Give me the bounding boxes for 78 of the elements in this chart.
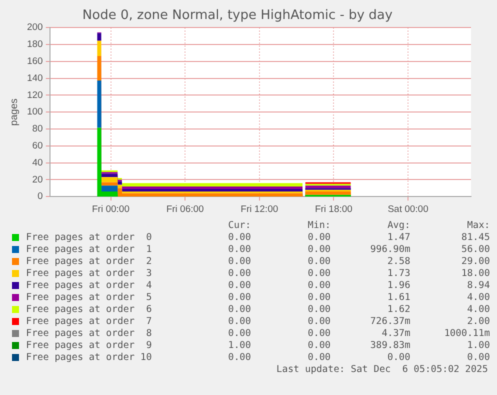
- y-tick-label: 20: [32, 174, 43, 186]
- text: 0.00: [306, 328, 331, 340]
- y-tick-label: 100: [26, 106, 43, 118]
- text: 0.00: [306, 244, 331, 256]
- legend-label: Free pages at order 6: [26, 304, 153, 316]
- text: 1.96: [386, 280, 410, 292]
- legend-label: Free pages at order 1: [26, 244, 153, 256]
- x-tick-label: Fri 00:00: [92, 204, 130, 215]
- text: 0.00: [227, 328, 251, 340]
- text: 1000.11m: [443, 328, 490, 340]
- legend-label: Free pages at order 8: [26, 328, 153, 340]
- text: 726.37m: [369, 316, 410, 328]
- y-tick-label: 140: [26, 72, 43, 84]
- text: 0.00: [306, 340, 331, 352]
- text: 0.00: [306, 292, 331, 304]
- text: 0.00: [227, 280, 251, 292]
- text: 81.45: [460, 232, 490, 244]
- legend-label: Free pages at order 2: [26, 256, 153, 268]
- text: 56.00: [460, 244, 490, 256]
- text: 4.00: [466, 292, 490, 304]
- y-axis-title: pages: [8, 98, 20, 126]
- text: Min:: [306, 220, 331, 232]
- text: 389.83m: [369, 340, 410, 352]
- text: Last update: Sat Dec 6 05:05:02 2025: [275, 364, 489, 375]
- x-tick-label: Fri 12:00: [240, 204, 278, 215]
- text: 0.00: [306, 256, 331, 268]
- y-tick-label: 40: [32, 157, 43, 168]
- text: 0.00: [386, 352, 410, 364]
- text: 4.37m: [380, 328, 410, 340]
- text: 0.00: [227, 316, 251, 328]
- text: 1.62: [386, 304, 410, 316]
- text: 1.00: [466, 340, 490, 352]
- x-tick-label: Sat 00:00: [388, 204, 428, 215]
- legend-label: Free pages at order 9: [26, 340, 153, 352]
- text: 0.00: [227, 352, 251, 364]
- x-tick-label: Fri 06:00: [166, 204, 204, 215]
- text: Cur:: [227, 220, 251, 232]
- y-tick-label: 0: [38, 191, 43, 202]
- text: 1.61: [386, 292, 410, 304]
- text: Max:: [466, 220, 490, 232]
- text: 0.00: [227, 292, 251, 304]
- text: 0.00: [227, 244, 251, 256]
- text: 996.90m: [369, 244, 410, 256]
- text: 0.00: [227, 256, 251, 268]
- text: 0.00: [227, 268, 251, 280]
- text: 0.00: [306, 304, 331, 316]
- chart-title: Node 0, zone Normal, type HighAtomic - by day: [82, 8, 393, 24]
- text: 0.00: [306, 232, 331, 244]
- y-tick-label: 160: [26, 56, 43, 68]
- text: Avg:: [386, 220, 410, 232]
- text: 0.00: [227, 304, 251, 316]
- text: 0.00: [227, 232, 251, 244]
- text: 2.58: [386, 256, 410, 268]
- legend-label: Free pages at order 4: [26, 280, 153, 292]
- x-tick-label: Fri 18:00: [314, 204, 352, 215]
- y-tick-label: 200: [26, 22, 43, 34]
- y-tick-label: 120: [26, 90, 43, 101]
- legend-label: Free pages at order 10: [26, 352, 153, 364]
- y-tick-label: 180: [26, 39, 43, 50]
- text: 29.00: [460, 256, 490, 268]
- text: 0.00: [306, 268, 331, 280]
- legend-label: Free pages at order 0: [26, 232, 153, 244]
- text: 1.73: [386, 268, 410, 280]
- text: 2.00: [466, 316, 490, 328]
- legend-label: Free pages at order 3: [26, 268, 153, 280]
- text: 18.00: [460, 268, 490, 280]
- text: 1.47: [386, 232, 410, 244]
- legend-label: Free pages at order 5: [26, 292, 153, 304]
- text: 0.00: [306, 280, 331, 292]
- legend-label: Free pages at order 7: [26, 316, 153, 328]
- text: 8.94: [466, 280, 490, 292]
- text: 1.00: [227, 340, 251, 352]
- text: 0.00: [466, 352, 490, 364]
- text: 4.00: [466, 304, 490, 316]
- y-tick-label: 80: [32, 124, 43, 135]
- y-tick-label: 60: [32, 140, 43, 152]
- text: 0.00: [306, 352, 331, 364]
- text: 0.00: [306, 316, 331, 328]
